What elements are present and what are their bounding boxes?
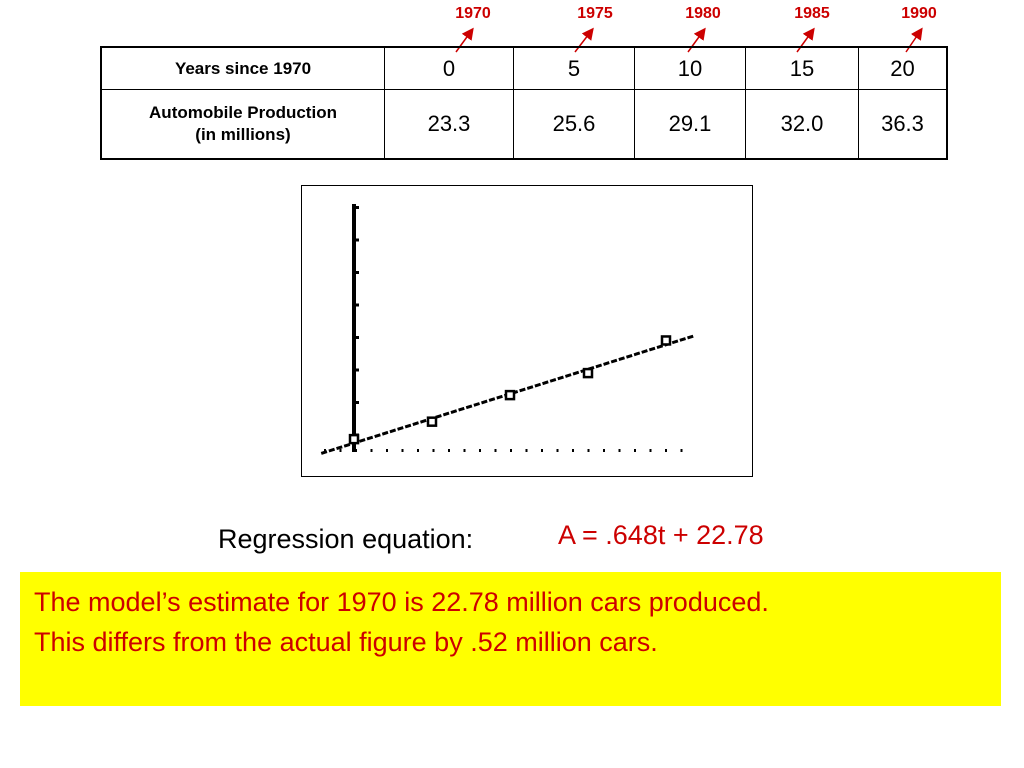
data-point — [348, 433, 360, 445]
table-cell: 5 — [513, 46, 635, 91]
year-label-1975: 1975 — [577, 5, 613, 22]
table-cell: 0 — [384, 46, 514, 91]
table-cell: 10 — [634, 46, 746, 91]
x-axis-dot — [587, 449, 590, 452]
x-axis-dot — [479, 449, 481, 452]
x-axis-dot — [665, 449, 667, 452]
x-axis-dot — [634, 449, 636, 452]
y-axis — [352, 204, 356, 452]
note-line-2: This differs from the actual figure by .… — [34, 627, 658, 657]
year-label-1985: 1985 — [794, 5, 830, 22]
scatter-plot — [320, 204, 695, 455]
x-axis-dot — [510, 449, 512, 452]
x-axis-dot — [649, 449, 652, 452]
table-cell: 25.6 — [513, 89, 635, 160]
scatter-plot-frame — [301, 185, 753, 477]
x-axis-dot — [417, 449, 419, 452]
x-axis-dot — [370, 449, 373, 452]
y-axis-tick — [356, 401, 359, 404]
x-axis-dot — [556, 449, 559, 452]
row-header-production-line1: Automobile Production — [149, 103, 337, 123]
x-axis-dot — [525, 449, 528, 452]
data-point — [504, 389, 516, 401]
row-header-production-line2: (in millions) — [195, 125, 291, 145]
y-axis-tick — [356, 303, 359, 307]
year-label-1970: 1970 — [455, 5, 491, 22]
regression-equation: A = .648t + 22.78 — [558, 520, 764, 550]
data-table: Years since 1970 0 5 10 15 20 Automobile… — [100, 46, 948, 160]
note-line-1: The model’s estimate for 1970 is 22.78 m… — [34, 587, 769, 617]
table-cell: 32.0 — [745, 89, 859, 160]
x-axis-dot — [339, 449, 342, 452]
y-axis-tick — [356, 368, 359, 372]
row-header-production: Automobile Production (in millions) — [100, 89, 385, 160]
x-axis-dot — [401, 449, 404, 452]
table-cell: 36.3 — [858, 89, 948, 160]
table-cell: 23.3 — [384, 89, 514, 160]
data-point — [660, 335, 672, 346]
x-axis-dot — [494, 449, 497, 452]
x-axis-dot — [541, 449, 543, 452]
x-axis-dot — [463, 449, 466, 452]
x-axis-dot — [572, 449, 574, 452]
table-cell: 20 — [858, 46, 948, 91]
x-axis-dot — [618, 449, 621, 452]
y-axis-tick — [356, 238, 359, 242]
x-axis-dot — [603, 449, 605, 452]
regression-label: Regression equation: — [218, 524, 474, 554]
table-row-production: Automobile Production (in millions) 23.3… — [100, 89, 948, 160]
year-label-1990: 1990 — [901, 5, 937, 22]
x-axis-dot — [432, 449, 435, 452]
y-axis-tick — [356, 206, 359, 209]
row-header-years: Years since 1970 — [100, 46, 385, 91]
year-label-1980: 1980 — [685, 5, 721, 22]
x-axis-dot — [680, 449, 683, 452]
x-axis-dot — [448, 449, 450, 452]
table-cell: 15 — [745, 46, 859, 91]
y-axis-tick — [356, 271, 359, 274]
data-point — [582, 367, 594, 379]
note-box: The model’s estimate for 1970 is 22.78 m… — [20, 572, 1001, 706]
y-axis-tick — [356, 336, 359, 339]
x-axis-dot — [324, 449, 326, 452]
table-cell: 29.1 — [634, 89, 746, 160]
table-row-years: Years since 1970 0 5 10 15 20 — [100, 46, 948, 91]
x-axis-dot — [386, 449, 388, 452]
data-point — [426, 416, 438, 427]
